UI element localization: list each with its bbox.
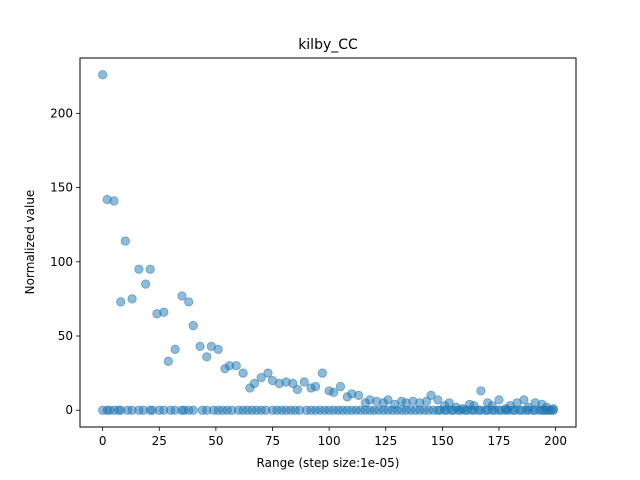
- data-point: [98, 70, 108, 80]
- data-point: [353, 390, 364, 400]
- data-point: [249, 378, 259, 389]
- data-point: [383, 395, 393, 405]
- data-point: [170, 344, 180, 354]
- data-point: [256, 372, 266, 383]
- data-point: [177, 291, 187, 301]
- y-tick-label: 0: [65, 403, 73, 417]
- data-point: [433, 395, 443, 405]
- x-axis: 0 25 50 75 100 125 150 175 200: [99, 427, 567, 448]
- data-point: [188, 405, 198, 415]
- data-point: [116, 297, 126, 307]
- data-point: [195, 341, 205, 351]
- data-point: [310, 381, 321, 392]
- data-point: [476, 386, 486, 396]
- data-point: [159, 307, 169, 317]
- data-point: [329, 387, 339, 398]
- x-axis-label: Range (step size:1e-05): [257, 456, 400, 470]
- y-tick-label: 150: [50, 181, 73, 195]
- y-tick-label: 50: [58, 329, 73, 343]
- x-tick-label: 75: [265, 434, 280, 448]
- y-axis: 0 50 100 150 200: [50, 106, 80, 417]
- data-point: [231, 361, 241, 371]
- data-point: [444, 398, 454, 408]
- data-point: [127, 294, 137, 304]
- data-point: [109, 196, 119, 206]
- data-point: [202, 352, 212, 362]
- x-tick-label: 50: [208, 434, 223, 448]
- data-point: [263, 368, 273, 378]
- data-point: [163, 356, 173, 366]
- data-point: [548, 404, 558, 414]
- data-point: [120, 236, 130, 246]
- x-tick-label: 100: [318, 434, 341, 448]
- x-tick-label: 25: [152, 434, 167, 448]
- plot-frame: [79, 57, 577, 428]
- data-point: [213, 344, 223, 354]
- data-point: [523, 402, 534, 412]
- x-tick-label: 150: [431, 434, 454, 448]
- data-point: [426, 390, 436, 400]
- y-tick-label: 100: [50, 255, 73, 269]
- data-point: [292, 384, 303, 395]
- data-point: [317, 368, 327, 378]
- points-layer: [98, 70, 558, 415]
- data-point: [188, 321, 198, 331]
- y-tick-label: 200: [50, 106, 73, 120]
- data-point: [141, 279, 151, 289]
- x-tick-label: 200: [544, 434, 567, 448]
- data-point: [299, 377, 309, 387]
- data-point: [487, 401, 497, 411]
- chart-title: kilby_CC: [298, 37, 358, 53]
- y-axis-label: Normalized value: [23, 190, 37, 295]
- data-point: [458, 404, 468, 414]
- data-point: [134, 264, 144, 274]
- data-point: [519, 395, 529, 405]
- x-tick-label: 0: [99, 434, 107, 448]
- data-point: [469, 401, 479, 411]
- data-point: [238, 368, 248, 378]
- data-point: [184, 297, 194, 307]
- data-point: [145, 264, 155, 274]
- x-tick-label: 125: [374, 434, 397, 448]
- x-tick-label: 175: [488, 434, 511, 448]
- data-point: [335, 381, 346, 392]
- data-point: [494, 395, 504, 405]
